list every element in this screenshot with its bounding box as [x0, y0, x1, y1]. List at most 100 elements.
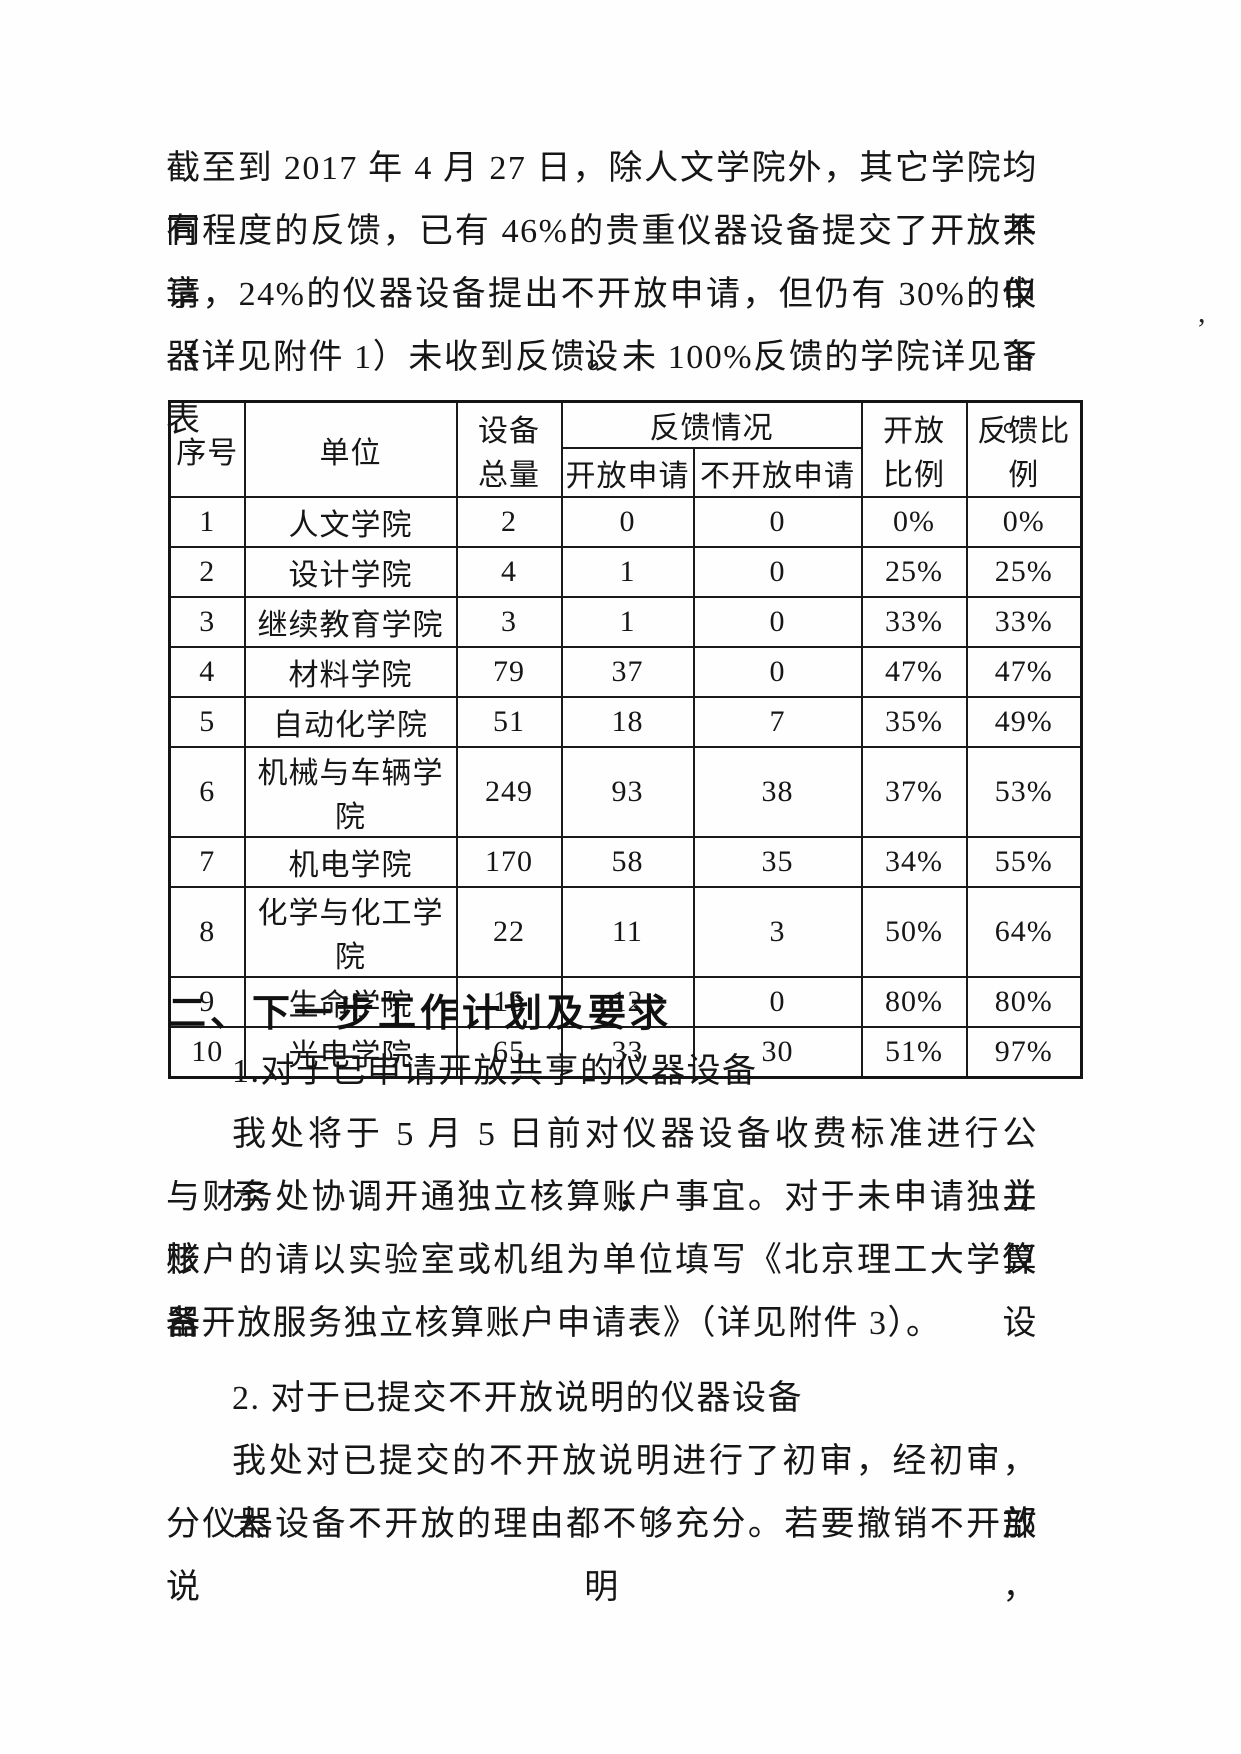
cell-open-ratio: 47% — [860, 646, 968, 698]
cell-feedback-ratio: 80% — [965, 976, 1083, 1028]
paragraph-line: 我处对已提交的不开放说明进行了初审，经初审，大部 — [232, 1443, 1038, 1543]
cell-open-ratio: 51% — [860, 1026, 968, 1079]
cell-open-ratio: 25% — [860, 546, 968, 598]
cell-open-ratio: 34% — [860, 836, 968, 888]
cell-total: 22 — [455, 886, 563, 978]
cell-feedback-ratio: 64% — [965, 886, 1083, 978]
cell-unit: 机电学院 — [243, 836, 458, 888]
cell-feedback-ratio: 25% — [965, 546, 1083, 598]
work-plan-paragraph: 1.对于已申请开放共享的仪器设备 我处将于 5 月 5 日前对仪器设备收费标准进… — [166, 1040, 1038, 1606]
cell-total: 249 — [455, 746, 563, 838]
section-heading: 二、下一步工作计划及要求 — [168, 993, 673, 1035]
cell-no: 10 — [168, 1026, 246, 1079]
paragraph-line: 与财务处协调开通独立核算账户事宜。对于未申请独立核算 — [166, 1179, 1038, 1279]
cell-not-open: 0 — [692, 646, 863, 698]
cell-open-ratio: 80% — [860, 976, 968, 1028]
cell-feedback-ratio: 55% — [965, 836, 1083, 888]
cell-total: 79 — [455, 646, 563, 698]
cell-not-open: 38 — [692, 746, 863, 838]
cell-no: 6 — [168, 746, 246, 838]
cell-no: 7 — [168, 836, 246, 888]
cell-open: 18 — [560, 696, 695, 748]
cell-not-open: 0 — [692, 596, 863, 648]
table-row: 2 设计学院 4 1 0 25% 25% — [168, 546, 1083, 598]
table-row: 8 化学与化工学院 22 11 3 50% 64% — [168, 886, 1083, 978]
header-open-ratio: 开放 比例 — [860, 400, 968, 498]
header-device-total-line2: 总量 — [478, 458, 540, 492]
header-open-ratio-line1: 开放 — [883, 414, 945, 448]
cell-unit: 材料学院 — [243, 646, 458, 698]
header-feedback-group: 反馈情况 — [560, 400, 863, 449]
table-row: 3 继续教育学院 3 1 0 33% 33% — [168, 596, 1083, 648]
header-unit: 单位 — [243, 400, 458, 498]
cell-total: 4 — [455, 546, 563, 598]
table-row: 5 自动化学院 51 18 7 35% 49% — [168, 696, 1083, 748]
intro-paragraph: 截至到 2017 年 4 月 27 日，除人文学院外，其它学院均有不 同程度的反… — [166, 137, 1038, 439]
cell-not-open: 0 — [692, 976, 863, 1028]
cell-not-open: 7 — [692, 696, 863, 748]
cell-no: 3 — [168, 596, 246, 648]
cell-not-open: 30 — [692, 1026, 863, 1079]
cell-open: 93 — [560, 746, 695, 838]
cell-unit: 人文学院 — [243, 496, 458, 548]
cell-feedback-ratio: 47% — [965, 646, 1083, 698]
cell-no: 9 — [168, 976, 246, 1028]
cell-unit: 设计学院 — [243, 546, 458, 598]
cell-not-open: 0 — [692, 496, 863, 548]
header-feedback-ratio: 反馈比例 — [965, 400, 1083, 498]
table-row: 7 机电学院 170 58 35 34% 55% — [168, 836, 1083, 888]
cell-total: 15 — [455, 976, 563, 1028]
cell-total: 65 — [455, 1026, 563, 1079]
paragraph-line: 截至到 2017 年 4 月 27 日，除人文学院外，其它学院均有不 — [166, 150, 1038, 250]
table-row: 1 人文学院 2 0 0 0% 0% — [168, 496, 1083, 548]
cell-not-open: 35 — [692, 836, 863, 888]
cell-total: 3 — [455, 596, 563, 648]
cell-open-ratio: 35% — [860, 696, 968, 748]
paragraph-line: 备开放服务独立核算账户申请表》（详见附件 3）。 — [166, 1305, 942, 1342]
paragraph-line: 同程度的反馈，已有 46%的贵重仪器设备提交了开放共享申 — [166, 213, 1038, 313]
cell-feedback-ratio: 97% — [965, 1026, 1083, 1079]
cell-open: 33 — [560, 1026, 695, 1079]
paragraph-line: 请，24%的仪器设备提出不开放申请，但仍有 30%的仪器设备 — [166, 276, 1038, 376]
paragraph-line: 1.对于已申请开放共享的仪器设备 — [232, 1053, 758, 1090]
cell-open-ratio: 0% — [860, 496, 968, 548]
scan-artifact-comma: , — [1198, 296, 1206, 329]
cell-open: 1 — [560, 546, 695, 598]
header-open-ratio-line2: 比例 — [883, 458, 945, 492]
paragraph-line: （详见附件 1）未收到反馈。未 100%反馈的学院详见下表。 — [166, 339, 1038, 439]
header-open-apply: 开放申请 — [560, 447, 695, 498]
cell-open: 37 — [560, 646, 695, 698]
header-not-open-apply: 不开放申请 — [692, 447, 863, 498]
cell-open: 11 — [560, 886, 695, 978]
cell-no: 4 — [168, 646, 246, 698]
table-row: 6 机械与车辆学院 249 93 38 37% 53% — [168, 746, 1083, 838]
cell-no: 2 — [168, 546, 246, 598]
cell-no: 8 — [168, 886, 246, 978]
header-device-total: 设备 总量 — [455, 400, 563, 498]
cell-no: 1 — [168, 496, 246, 548]
paragraph-line: 我处将于 5 月 5 日前对仪器设备收费标准进行公示，并 — [232, 1116, 1038, 1216]
cell-unit: 化学与化工学院 — [243, 886, 458, 978]
cell-open: 1 — [560, 596, 695, 648]
cell-feedback-ratio: 33% — [965, 596, 1083, 648]
cell-open-ratio: 50% — [860, 886, 968, 978]
cell-unit: 继续教育学院 — [243, 596, 458, 648]
cell-open: 12 — [560, 976, 695, 1028]
cell-unit: 机械与车辆学院 — [243, 746, 458, 838]
table-row: 4 材料学院 79 37 0 47% 47% — [168, 646, 1083, 698]
paragraph-line: 账户的请以实验室或机组为单位填写《北京理工大学仪器设 — [166, 1242, 1038, 1342]
cell-open: 58 — [560, 836, 695, 888]
header-no: 序号 — [168, 400, 246, 498]
cell-open-ratio: 33% — [860, 596, 968, 648]
paragraph-line: 2. 对于已提交不开放说明的仪器设备 — [232, 1380, 803, 1417]
cell-feedback-ratio: 53% — [965, 746, 1083, 838]
cell-open: 0 — [560, 496, 695, 548]
cell-unit: 自动化学院 — [243, 696, 458, 748]
cell-unit: 光电学院 — [243, 1026, 458, 1079]
header-device-total-line1: 设备 — [478, 414, 540, 448]
cell-not-open: 0 — [692, 546, 863, 598]
table-row: 10 光电学院 65 33 30 51% 97% — [168, 1026, 1083, 1079]
paragraph-line: 分仪器设备不开放的理由都不够充分。若要撤销不开放说明， — [166, 1506, 1038, 1606]
cell-total: 51 — [455, 696, 563, 748]
